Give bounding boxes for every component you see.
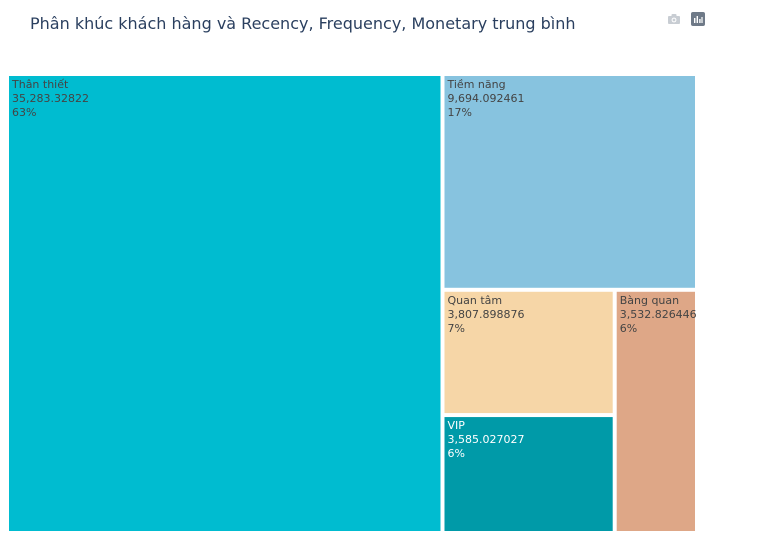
treemap-tile-rect[interactable] [444,417,613,531]
treemap-tile-value: 9,694.092461 [447,92,524,105]
modebar [665,10,707,28]
treemap-tile-percent: 6% [620,322,637,335]
treemap-tile-value: 3,532.826446 [620,308,697,321]
treemap-tile-value: 35,283.32822 [12,92,89,105]
treemap-tile-label: Tiềm năng [446,78,505,91]
treemap-tile-percent: 63% [12,106,36,119]
plotly-logo-icon[interactable] [689,10,707,28]
treemap-tile-rect[interactable] [616,291,695,531]
treemap-tile-value: 3,585.027027 [447,433,524,446]
chart-title: Phân khúc khách hàng và Recency, Frequen… [30,14,576,33]
treemap-tile-label: Bàng quan [620,294,679,307]
treemap-tile-label: Thân thiết [11,78,69,91]
treemap-tile-rect[interactable] [444,291,613,414]
treemap-tile-label: Quan tâm [447,294,502,307]
treemap-tile-label: VIP [447,419,465,432]
camera-icon[interactable] [665,10,683,28]
treemap-tile-percent: 6% [447,447,464,460]
treemap-tile-percent: 7% [447,322,464,335]
treemap-tile-value: 3,807.898876 [447,308,524,321]
treemap-tile-rect[interactable] [9,76,441,531]
treemap-tile-rect[interactable] [444,76,695,288]
treemap-tile-percent: 17% [447,106,471,119]
